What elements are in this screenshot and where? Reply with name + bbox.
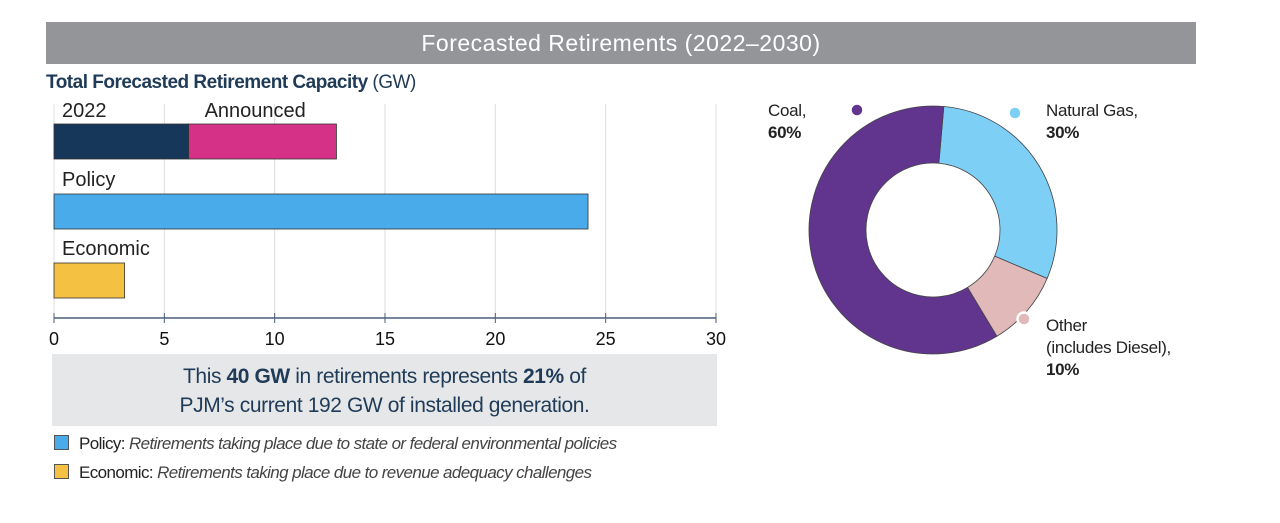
tick-label: 30	[706, 329, 726, 349]
bar-announced	[188, 123, 337, 160]
legend-policy: Policy: Retirements taking place due to …	[54, 434, 617, 454]
bar-chart: 0 5 10 15 20 25 30 2022 Announced Policy Economic	[49, 100, 726, 349]
legend-economic: Economic: Retirements taking place due t…	[54, 463, 592, 483]
bar-chart-title: Total Forecasted Retirement Capacity (GW…	[46, 72, 416, 94]
banner-title: Forecasted Retirements (2022–2030)	[46, 22, 1196, 64]
legend-swatch	[54, 464, 69, 479]
donut-chart	[808, 102, 1058, 355]
slice-marker-dot	[1007, 105, 1023, 121]
tick-label: 20	[485, 329, 505, 349]
summary-note: This 40 GW in retirements represents 21%…	[52, 354, 717, 426]
slice-marker-dot	[849, 102, 865, 118]
bar-label: 2022	[62, 100, 107, 122]
slice-naturalgas	[938, 106, 1058, 279]
tick-label: 25	[596, 329, 616, 349]
label-other: Other (includes Diesel), 10%	[1046, 316, 1171, 379]
label-coal: Coal, 60%	[768, 101, 807, 142]
title-text: Total Forecasted Retirement Capacity	[46, 72, 368, 93]
unit-text: (GW)	[372, 72, 416, 93]
tick-label: 10	[265, 329, 285, 349]
bar-2022	[53, 123, 190, 160]
slice-marker-dot	[1016, 311, 1032, 327]
bar-economic	[53, 262, 126, 299]
slice-coal	[808, 105, 998, 355]
bar-label: Economic	[62, 238, 150, 260]
tick-label: 0	[49, 329, 59, 349]
label-natural-gas: Natural Gas, 30%	[1046, 101, 1138, 142]
tick-label: 5	[159, 329, 169, 349]
legend-swatch	[54, 435, 69, 450]
bar-label: Announced	[205, 100, 306, 122]
bar-policy	[53, 193, 589, 230]
bar-label: Policy	[62, 169, 115, 191]
tick-label: 15	[375, 329, 395, 349]
